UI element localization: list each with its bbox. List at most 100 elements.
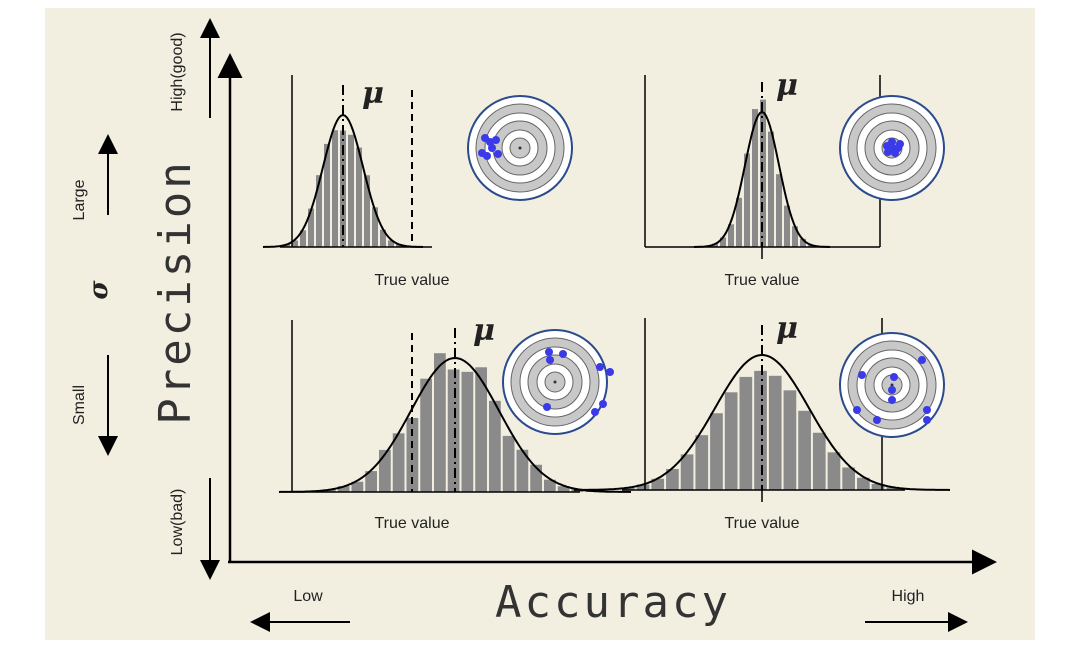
histogram-bar: [516, 449, 529, 492]
histogram-bar: [316, 175, 322, 247]
hit: [888, 396, 896, 404]
histogram-bar: [365, 471, 377, 492]
true-value-label: True value: [725, 272, 800, 289]
histogram-bar: [461, 371, 474, 492]
x-low-label: Low: [293, 588, 323, 605]
histogram-bar: [754, 370, 767, 490]
histogram-bar: [380, 229, 386, 247]
histogram-bar: [379, 449, 391, 492]
histogram-bar: [768, 131, 774, 247]
histogram-bar: [332, 130, 338, 247]
histogram-bar: [871, 483, 885, 490]
histogram-bar: [886, 487, 900, 490]
histogram-bar: [557, 486, 570, 492]
hit: [873, 416, 881, 424]
hit: [543, 403, 551, 411]
hit: [896, 140, 904, 148]
mu-label: μ: [362, 76, 384, 111]
mu-label: μ: [473, 313, 495, 348]
true-value-label: True value: [725, 515, 800, 532]
hit: [918, 356, 926, 364]
histogram-bar: [752, 109, 758, 248]
histogram-bar: [530, 464, 542, 492]
mu-label: μ: [776, 311, 798, 346]
histogram-bar: [489, 400, 501, 492]
histogram-bar: [857, 477, 870, 490]
histogram-bar: [739, 376, 753, 490]
histogram-bar: [760, 99, 766, 248]
hit: [890, 145, 898, 153]
histogram-bar: [636, 484, 650, 490]
hit: [599, 400, 607, 408]
target-center: [518, 146, 522, 150]
hit: [853, 406, 861, 414]
histogram-bar: [800, 238, 806, 247]
histogram-bar: [736, 197, 742, 247]
histogram-bar: [396, 244, 402, 247]
histogram-bar: [292, 240, 298, 247]
hit: [923, 406, 931, 414]
histogram-bar: [300, 230, 306, 247]
hit: [606, 368, 614, 376]
large-label: Large: [71, 179, 88, 220]
histogram-bar: [666, 469, 679, 490]
histogram-bar: [447, 369, 460, 492]
hit: [890, 373, 898, 381]
target-center: [553, 380, 557, 384]
hit: [888, 386, 896, 394]
histogram-bar: [776, 174, 782, 247]
x-high-label: High: [892, 588, 925, 605]
true-value-label: True value: [375, 515, 450, 532]
histogram-bar: [812, 432, 826, 490]
hit: [559, 350, 567, 358]
histogram-bar: [842, 467, 855, 490]
mu-label: μ: [776, 68, 798, 103]
target-center: [890, 383, 894, 387]
histogram-bar: [798, 410, 811, 490]
y-top-label: High(good): [169, 32, 186, 111]
histogram-bar: [827, 452, 841, 490]
histogram-bar: [364, 175, 370, 247]
histogram-bar: [651, 478, 665, 490]
histogram-bar: [720, 237, 726, 247]
histogram-bar: [502, 435, 515, 492]
histogram-bar: [356, 147, 362, 247]
hit: [546, 356, 554, 364]
x-title: Accuracy: [495, 577, 731, 628]
histogram-bar: [544, 479, 556, 492]
histogram-bar: [710, 413, 723, 490]
histogram-bar: [337, 486, 350, 492]
true-value-label: True value: [375, 272, 450, 289]
histogram-bar: [695, 435, 709, 490]
hit: [545, 348, 553, 356]
histogram-bar: [351, 481, 364, 492]
small-label: Small: [71, 385, 88, 425]
hit: [884, 148, 892, 156]
histogram-bar: [434, 353, 446, 492]
y-title: Precision: [150, 159, 201, 424]
histogram-bar: [475, 367, 487, 492]
histogram-bar: [622, 487, 635, 490]
histogram-bar: [784, 205, 790, 247]
hit: [494, 150, 502, 158]
histogram-bar: [712, 243, 718, 247]
hit: [492, 136, 500, 144]
histogram-bar: [392, 433, 405, 492]
hit: [596, 363, 604, 371]
hit: [591, 408, 599, 416]
y-bottom-label: Low(bad): [169, 489, 186, 556]
histogram-bar: [348, 134, 354, 247]
histogram-bar: [324, 489, 336, 492]
histogram-bar: [783, 390, 797, 490]
histogram-bar: [372, 207, 378, 247]
histogram-bar: [680, 454, 694, 490]
histogram-bar: [324, 143, 330, 247]
histogram-bar: [388, 240, 394, 247]
histogram-bar: [744, 153, 750, 247]
histogram-bar: [420, 378, 432, 492]
hit: [923, 416, 931, 424]
hit: [483, 152, 491, 160]
histogram-bar: [284, 244, 290, 247]
histogram-bar: [308, 208, 314, 247]
